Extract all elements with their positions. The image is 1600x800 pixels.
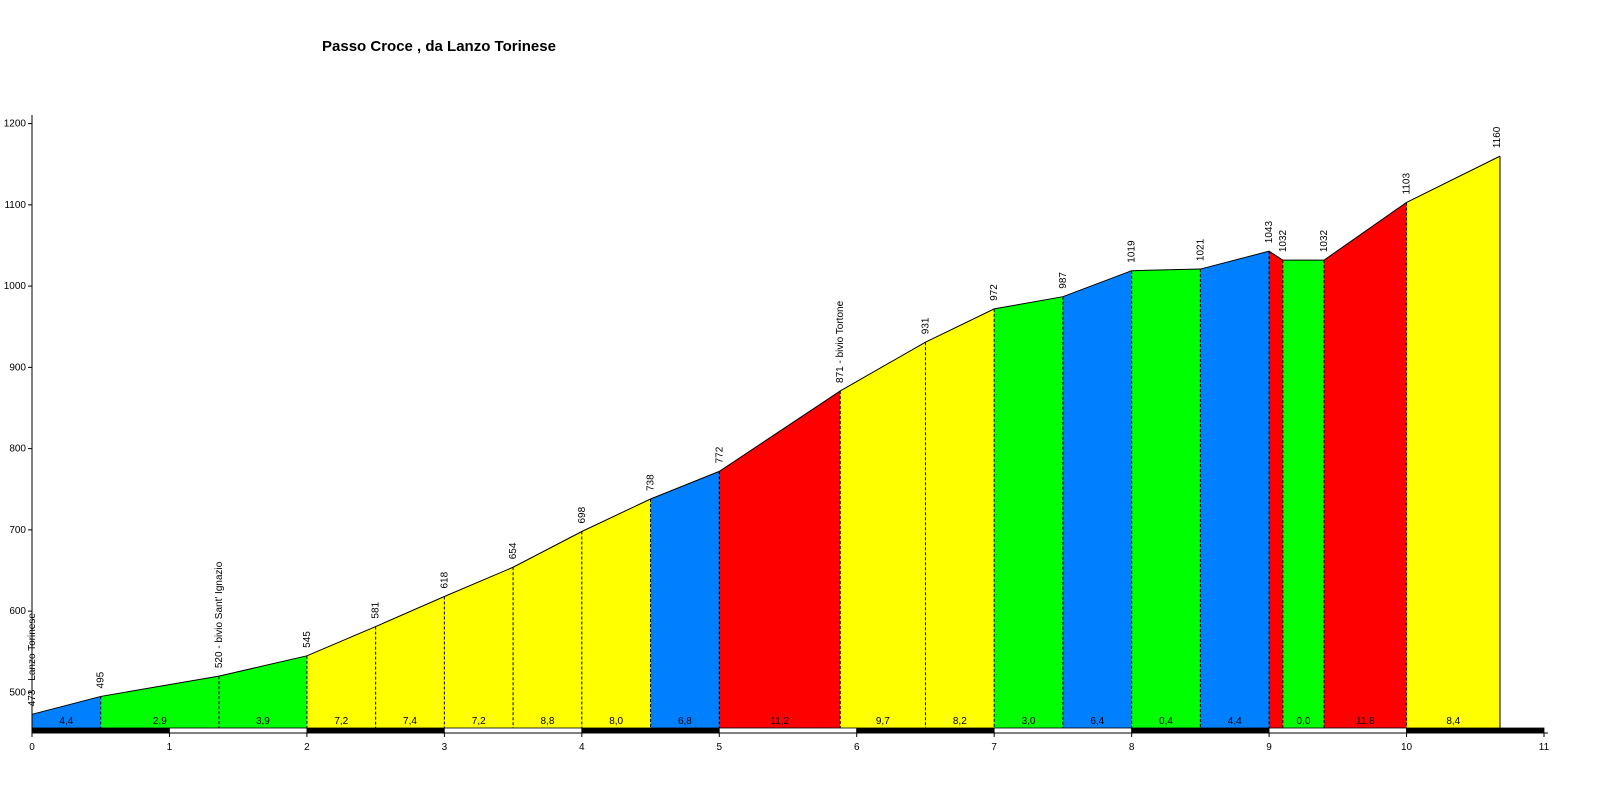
elevation-line bbox=[31, 155, 1501, 715]
gradient-label: 3,0 bbox=[1022, 716, 1036, 727]
y-tick-label: 800 bbox=[9, 444, 26, 455]
altitude-label: 654 bbox=[508, 542, 519, 559]
x-tick-label: 11 bbox=[1539, 742, 1550, 753]
distance-scale-bar bbox=[31, 727, 1545, 734]
x-tick-label: 5 bbox=[716, 742, 722, 753]
y-tick-label: 900 bbox=[9, 362, 26, 373]
segment-fill bbox=[1406, 156, 1501, 733]
altitude-label: 581 bbox=[371, 601, 382, 618]
gradient-label: 8,4 bbox=[1446, 716, 1460, 727]
segment-fill bbox=[513, 531, 582, 733]
gradient-label: 8,0 bbox=[609, 716, 623, 727]
gradient-label: 4,4 bbox=[59, 716, 73, 727]
altitude-label: 618 bbox=[439, 571, 450, 588]
gradient-label: 6,4 bbox=[1090, 716, 1104, 727]
x-tick-label: 10 bbox=[1401, 742, 1413, 753]
altitude-label: 1021 bbox=[1195, 238, 1206, 261]
x-tick-label: 7 bbox=[991, 742, 997, 753]
segment-dividers bbox=[100, 202, 1408, 733]
altitude-label: 1043 bbox=[1264, 221, 1275, 244]
x-tick-label: 4 bbox=[579, 742, 585, 753]
segment-fill bbox=[375, 596, 445, 733]
segment-fill bbox=[581, 499, 651, 733]
x-tick-label: 0 bbox=[29, 742, 35, 753]
scale-bar-km bbox=[581, 727, 720, 734]
gradient-labels: 4,4 2,9 3,9 7,2 7,4 7,2 8,8 8,0 6,8 11,2 9,7 8,2 3,0… bbox=[59, 716, 1460, 727]
gradient-label: 8,8 bbox=[541, 716, 555, 727]
scale-bar-km bbox=[1131, 727, 1270, 734]
altitude-label: 987 bbox=[1058, 272, 1069, 289]
y-tick-label: 1200 bbox=[4, 119, 27, 130]
segment-fill bbox=[32, 696, 101, 733]
gradient-label: 6,8 bbox=[678, 716, 692, 727]
altitude-label: 495 bbox=[96, 671, 107, 688]
gradient-label: 2,9 bbox=[153, 716, 167, 727]
altitude-label: 545 bbox=[302, 631, 313, 648]
gradient-segment-fills bbox=[32, 156, 1501, 733]
y-tick-label: 700 bbox=[9, 525, 26, 536]
x-tick-label: 3 bbox=[442, 742, 448, 753]
y-tick-label: 500 bbox=[9, 687, 26, 698]
segment-fill bbox=[218, 655, 307, 733]
altitude-label: 1103 bbox=[1402, 172, 1413, 194]
gradient-label: 7,4 bbox=[403, 716, 417, 727]
segment-fill bbox=[306, 626, 376, 733]
altitude-label: 1032 bbox=[1319, 229, 1330, 252]
scale-bar-km bbox=[1406, 727, 1545, 734]
y-tick-label: 600 bbox=[9, 606, 26, 617]
x-tick-label: 8 bbox=[1129, 742, 1135, 753]
scale-bar-km bbox=[31, 727, 170, 734]
altitude-label: 520 - bivio Sant' Ignazio bbox=[214, 561, 225, 668]
gradient-label: 0,0 bbox=[1297, 716, 1311, 727]
altitude-label: 698 bbox=[577, 506, 588, 523]
segment-fill bbox=[1131, 269, 1201, 733]
altitude-label: 972 bbox=[989, 284, 1000, 301]
altitude-label: 738 bbox=[646, 474, 657, 491]
altitude-label: 1032 bbox=[1278, 229, 1289, 252]
gradient-label: 9,7 bbox=[876, 716, 890, 727]
scale-bar-km bbox=[856, 727, 995, 734]
scale-bar-km bbox=[169, 727, 308, 734]
gradient-label: 3,9 bbox=[256, 716, 270, 727]
gradient-label: 4,4 bbox=[1228, 716, 1242, 727]
y-tick-label: 1100 bbox=[4, 200, 26, 211]
altitude-label: 871 - bivio Tortone bbox=[835, 300, 846, 383]
x-tick-label: 1 bbox=[167, 742, 173, 753]
segment-fill bbox=[1062, 270, 1132, 733]
gradient-label: 7,2 bbox=[334, 716, 348, 727]
segment-fill bbox=[925, 308, 995, 733]
x-tick-label: 9 bbox=[1266, 742, 1272, 753]
elevation-line-group bbox=[31, 155, 1501, 733]
scale-bar-km bbox=[718, 727, 858, 734]
altitude-label: 931 bbox=[920, 317, 931, 334]
segment-fill bbox=[100, 676, 219, 733]
gradient-label: 11,8 bbox=[1356, 716, 1375, 727]
scale-bar-km bbox=[306, 727, 445, 734]
altitude-label: 772 bbox=[714, 446, 725, 463]
altitude-label: 1019 bbox=[1127, 240, 1138, 263]
segment-fill bbox=[1269, 251, 1283, 733]
segment-fill bbox=[1200, 251, 1270, 733]
scale-bar-km bbox=[993, 727, 1133, 734]
segment-fill bbox=[444, 567, 514, 733]
gradient-label: 11,2 bbox=[770, 716, 789, 727]
gradient-label: 8,2 bbox=[953, 716, 967, 727]
y-tick-label: 1000 bbox=[4, 281, 27, 292]
segment-fill bbox=[719, 390, 841, 733]
gradient-label: 0,4 bbox=[1159, 716, 1173, 727]
segment-fill bbox=[650, 471, 720, 733]
gradient-label: 7,2 bbox=[472, 716, 486, 727]
segment-fill bbox=[1282, 260, 1325, 733]
x-tick-label: 2 bbox=[304, 742, 310, 753]
segment-fill bbox=[1324, 202, 1407, 733]
chart-title: Passo Croce , da Lanzo Torinese bbox=[322, 38, 556, 55]
segment-fill bbox=[994, 296, 1063, 733]
scale-bar-km bbox=[1268, 727, 1407, 734]
segment-fill bbox=[840, 342, 926, 733]
altitude-label: 1160 bbox=[1492, 126, 1503, 148]
scale-bar-km bbox=[443, 727, 583, 734]
x-tick-label: 6 bbox=[854, 742, 860, 753]
